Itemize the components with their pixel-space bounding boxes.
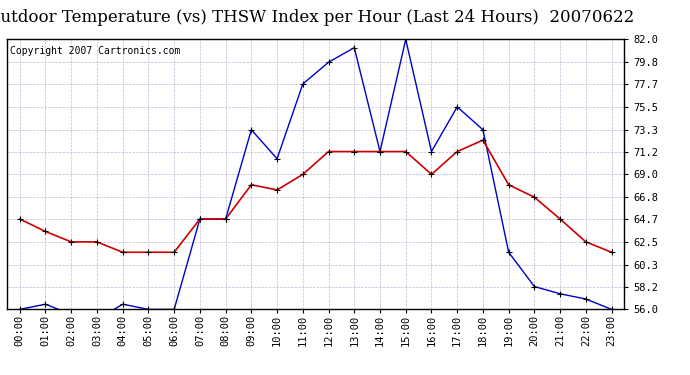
Text: Outdoor Temperature (vs) THSW Index per Hour (Last 24 Hours)  20070622: Outdoor Temperature (vs) THSW Index per … — [0, 9, 634, 26]
Text: Copyright 2007 Cartronics.com: Copyright 2007 Cartronics.com — [10, 46, 180, 56]
